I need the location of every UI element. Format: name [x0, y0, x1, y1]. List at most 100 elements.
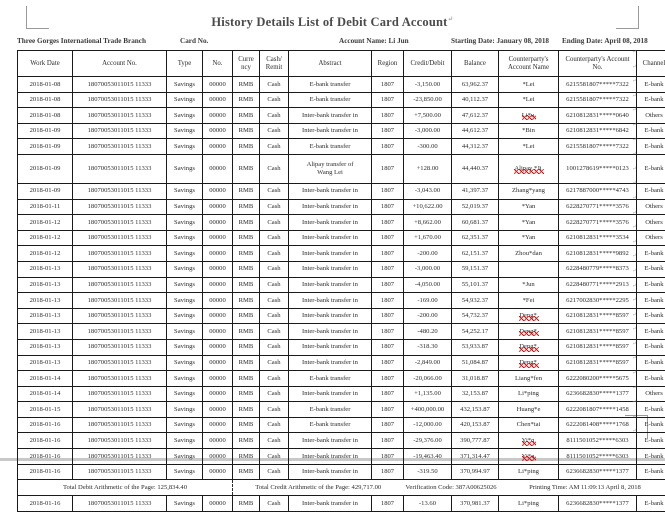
cell-currency: RMB	[233, 139, 260, 155]
cell-type: Savings	[167, 293, 203, 309]
cell-region: 1807	[372, 386, 404, 402]
cell-balance: 44,612.37	[452, 123, 499, 139]
cell-cash-remit: Cash	[260, 154, 289, 183]
cell-counterparty-no: 6222081807*****1458	[559, 402, 637, 418]
cell-counterparty-no: 6210812831*****8597	[559, 339, 637, 355]
cell-counterparty-name: Alipay *Ji	[499, 154, 559, 183]
spellcheck-underline-icon: Yi*q	[522, 453, 536, 461]
cell-counterparty-name: Li*u	[499, 108, 559, 124]
cell-currency: RMB	[233, 324, 260, 340]
cell-no: 00000	[203, 154, 233, 183]
cell-balance: 44,440.37	[452, 154, 499, 183]
cell-balance: 53,933.87	[452, 339, 499, 355]
column-header-type: Type	[167, 51, 203, 77]
cell-balance: 41,397.37	[452, 183, 499, 199]
cell-counterparty-name: *Yan	[499, 230, 559, 246]
cell-abstract: Inter-bank transfer in	[289, 230, 372, 246]
cell-counterparty-name: Deng*	[499, 355, 559, 371]
paragraph-mark-icon: ↵	[632, 284, 646, 299]
cell-account-no: 18070053011015 11333	[73, 183, 167, 199]
cell-cash-remit: Cash	[260, 496, 289, 512]
column-header-cash-remit: Cash/ Remit	[260, 51, 289, 77]
cell-type: Savings	[167, 123, 203, 139]
cell-region: 1807	[372, 108, 404, 124]
cell-account-no: 18070053011015 11333	[73, 246, 167, 262]
cell-type: Savings	[167, 277, 203, 293]
cell-type: Savings	[167, 154, 203, 183]
cell-account-no: 18070053011015 11333	[73, 261, 167, 277]
cell-no: 00000	[203, 417, 233, 433]
cell-counterparty-name: *Lei	[499, 92, 559, 108]
paragraph-mark-icon: ↵	[632, 327, 646, 342]
paragraph-mark-icon: ↵	[632, 240, 646, 255]
total-debit-label: Total Debit Arithmetic of the Page: 125,…	[18, 480, 233, 496]
cell-credit-debit: +400,000.00	[404, 402, 452, 418]
cell-work-date: 2018-01-13	[18, 277, 73, 293]
cell-counterparty-name: *Lei	[499, 139, 559, 155]
cell-region: 1807	[372, 308, 404, 324]
cell-counterparty-name: Chen*tai	[499, 417, 559, 433]
account-name-label: Account Name: Li Jun	[339, 37, 409, 45]
cell-balance: 420,153.87	[452, 417, 499, 433]
cell-region: 1807	[372, 339, 404, 355]
column-header-work-date: Work Date	[18, 51, 73, 77]
cell-currency: RMB	[233, 154, 260, 183]
cell-counterparty-no: 1001278619*****0123	[559, 154, 637, 183]
cell-currency: RMB	[233, 464, 260, 480]
cell-region: 1807	[372, 183, 404, 199]
cell-region: 1807	[372, 355, 404, 371]
cell-currency: RMB	[233, 402, 260, 418]
spellcheck-underline-icon: Deng*	[519, 328, 538, 336]
cell-type: Savings	[167, 246, 203, 262]
cell-credit-debit: -318.30	[404, 339, 452, 355]
spellcheck-underline-icon: Deng*	[519, 312, 538, 320]
cell-cash-remit: Cash	[260, 308, 289, 324]
cell-cash-remit: Cash	[260, 417, 289, 433]
paragraph-mark-icon: ↵	[632, 211, 646, 226]
cell-currency: RMB	[233, 123, 260, 139]
cell-counterparty-name: Li*ping	[499, 386, 559, 402]
cell-channel: E-bank	[637, 464, 665, 480]
cell-work-date: 2018-01-15	[18, 402, 73, 418]
cell-cash-remit: Cash	[260, 433, 289, 449]
cell-no: 00000	[203, 496, 233, 512]
cell-region: 1807	[372, 449, 404, 465]
cell-credit-debit: -4,050.00	[404, 277, 452, 293]
cell-work-date: 2018-01-16	[18, 496, 73, 512]
cell-counterparty-no: 6210812831*****8597	[559, 355, 637, 371]
paragraph-mark-icon: ↵	[632, 342, 646, 357]
cell-no: 00000	[203, 92, 233, 108]
cell-counterparty-no: 8111501052*****6303	[559, 449, 637, 465]
cell-account-no: 18070053011015 11333	[73, 449, 167, 465]
cell-counterparty-name: *Yan	[499, 199, 559, 215]
cell-work-date: 2018-01-12	[18, 230, 73, 246]
cell-account-no: 18070053011015 11333	[73, 108, 167, 124]
